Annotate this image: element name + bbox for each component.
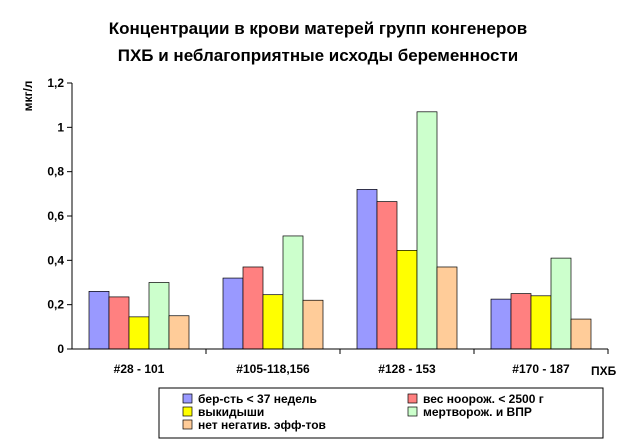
bar bbox=[222, 277, 244, 350]
bars bbox=[88, 111, 592, 350]
legend-swatch bbox=[407, 393, 418, 404]
bar bbox=[396, 250, 418, 350]
x-tick-label: #28 - 101 bbox=[114, 362, 165, 376]
bar bbox=[510, 293, 532, 350]
x-tick-label: #105-118,156 bbox=[236, 362, 310, 376]
legend-label: мертворож. и ВПР bbox=[423, 405, 532, 419]
x-tick-label: #128 - 153 bbox=[378, 362, 436, 376]
x-tick-label: #170 - 187 bbox=[512, 362, 570, 376]
x-axis-label: ПХБ bbox=[591, 364, 617, 378]
bar bbox=[416, 111, 438, 350]
bar bbox=[530, 295, 552, 350]
y-tick-label: 0 bbox=[57, 342, 64, 356]
bar bbox=[88, 291, 110, 350]
bar bbox=[356, 189, 378, 350]
chart-subtitle: ПХБ и неблагоприятные исходы беременност… bbox=[118, 46, 519, 65]
legend-label: вес ноорож. < 2500 г bbox=[423, 392, 544, 406]
y-tick-label: 1,2 bbox=[47, 76, 64, 90]
bar bbox=[148, 282, 170, 350]
chart-title: Концентрации в крови матерей групп конге… bbox=[109, 19, 527, 38]
bar bbox=[262, 294, 284, 350]
bar bbox=[282, 235, 304, 350]
bar bbox=[570, 318, 592, 350]
y-tick-label: 0,4 bbox=[47, 253, 64, 267]
bar bbox=[302, 299, 324, 350]
y-tick-label: 0,8 bbox=[47, 165, 64, 179]
legend-items: бер-сть < 37 недель вес ноорож. < 2500 г в… bbox=[182, 392, 544, 432]
bar bbox=[550, 257, 572, 350]
y-tick-label: 1 bbox=[57, 120, 64, 134]
bar bbox=[376, 201, 398, 350]
legend-swatch bbox=[182, 419, 193, 430]
bar bbox=[168, 315, 190, 350]
legend-label: выкидыши bbox=[198, 405, 264, 419]
legend-box bbox=[158, 387, 604, 439]
bar bbox=[490, 298, 512, 350]
y-tick-labels: 0 0,2 0,4 0,6 0,8 1 1,2 bbox=[47, 76, 64, 356]
legend-swatch bbox=[407, 406, 418, 417]
y-axis-label: мкг/л bbox=[21, 81, 35, 112]
legend-label: нет негатив. эфф-тов bbox=[198, 418, 326, 432]
y-tick-label: 0,6 bbox=[47, 209, 64, 223]
y-tick-label: 0,2 bbox=[47, 298, 64, 312]
bar bbox=[108, 296, 130, 350]
bar bbox=[128, 316, 150, 350]
legend-swatch bbox=[182, 406, 193, 417]
axes bbox=[67, 82, 609, 354]
legend-swatch bbox=[182, 393, 193, 404]
x-tick-labels: #28 - 101 #105-118,156 #128 - 153 #170 - 18… bbox=[114, 362, 570, 376]
bar bbox=[436, 266, 458, 350]
bar bbox=[242, 266, 264, 350]
legend-label: бер-сть < 37 недель bbox=[198, 392, 317, 406]
legend: бер-сть < 37 недель вес ноорож. < 2500 г в… bbox=[158, 387, 604, 439]
